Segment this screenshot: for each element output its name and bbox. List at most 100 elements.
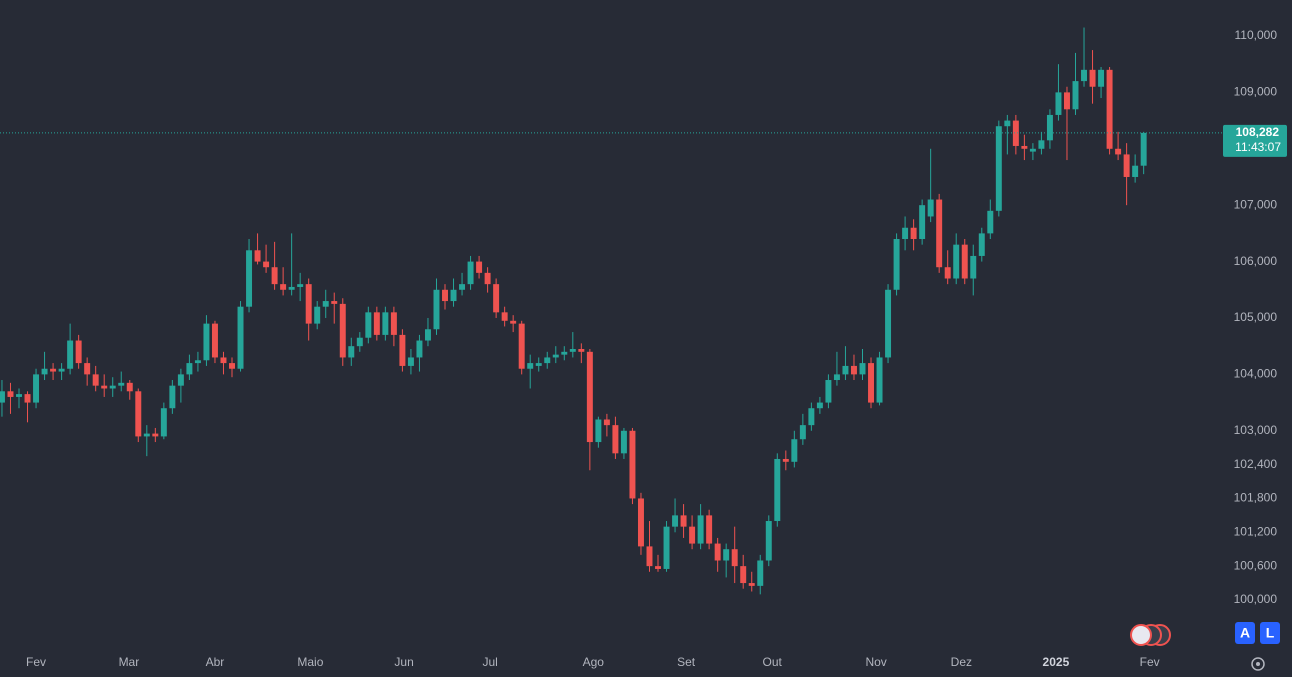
y-tick-label: 102,400 <box>1234 457 1278 471</box>
candle-body <box>433 289 440 330</box>
scale-button[interactable] <box>1260 622 1280 644</box>
candle-body <box>1063 92 1070 110</box>
candle-body <box>629 430 636 499</box>
y-tick-label: 100,600 <box>1234 558 1278 572</box>
x-tick-label: Jun <box>394 655 413 669</box>
candle-body <box>348 346 355 358</box>
candle-body <box>748 583 755 586</box>
candle-body <box>902 227 909 240</box>
candle-body <box>620 430 627 454</box>
candle-body <box>416 340 423 358</box>
scale-button-label[interactable]: L <box>1266 625 1275 641</box>
candle-body <box>510 320 517 324</box>
gear-icon[interactable] <box>1251 657 1265 671</box>
candle-body <box>356 337 363 347</box>
candle-body <box>390 312 397 335</box>
candle-body <box>33 374 40 403</box>
candle-body <box>782 458 789 462</box>
candle-body <box>1098 69 1105 87</box>
candle-body <box>655 566 661 569</box>
candle-body <box>672 515 679 527</box>
candle-body <box>885 289 892 358</box>
settings-icon[interactable] <box>1251 657 1265 671</box>
candle-body <box>254 250 261 262</box>
candle-body <box>1072 81 1079 110</box>
candle-body <box>987 210 994 234</box>
y-tick-label: 106,000 <box>1234 254 1278 268</box>
candle-body <box>177 374 184 386</box>
candle-body <box>876 357 883 403</box>
x-tick-label: Nov <box>865 655 886 669</box>
x-tick-label: Out <box>763 655 783 669</box>
candle-body <box>1089 69 1096 87</box>
candle-body <box>535 363 542 366</box>
flags[interactable] <box>1130 624 1171 646</box>
candle-body <box>152 433 159 437</box>
gear-center[interactable] <box>1256 662 1260 666</box>
x-tick-label: 2025 <box>1043 655 1070 669</box>
candle-body <box>714 543 721 561</box>
candle-body <box>382 312 389 335</box>
candle-body <box>961 244 968 279</box>
candle-body <box>1106 69 1113 149</box>
candle-body <box>263 261 270 268</box>
candle-body <box>50 368 57 372</box>
candle-body <box>544 357 551 364</box>
x-tick-label: Maio <box>297 655 323 669</box>
scale-button-label[interactable]: A <box>1240 625 1250 641</box>
candle-body <box>280 284 287 290</box>
candle-body <box>518 323 525 369</box>
y-tick-label: 110,000 <box>1235 28 1278 42</box>
y-tick-label: 101,200 <box>1234 524 1278 538</box>
x-tick-label: Fev <box>26 655 46 669</box>
candle-body <box>663 526 670 569</box>
candle-body <box>927 199 934 217</box>
flag-icon[interactable] <box>1130 624 1152 646</box>
candle-body <box>578 348 585 352</box>
scale-button[interactable] <box>1235 622 1255 644</box>
candle-body <box>936 199 943 268</box>
candle-body <box>680 515 687 527</box>
candle-body <box>1081 69 1088 82</box>
candle-body <box>1115 148 1122 155</box>
candle-body <box>92 374 99 386</box>
candle-body <box>816 402 823 409</box>
candle-body <box>808 408 815 426</box>
candle-body <box>467 261 474 285</box>
candle-body <box>67 340 74 369</box>
candle-body <box>0 391 5 403</box>
candle-body <box>1123 154 1130 177</box>
candle-body <box>646 546 653 567</box>
candle-body <box>799 425 806 440</box>
candle-body <box>314 306 321 324</box>
candle-body <box>493 284 500 313</box>
y-tick-label: 100,000 <box>1234 592 1278 606</box>
candle-body <box>953 244 960 279</box>
candle-body <box>194 360 201 364</box>
candle-body <box>7 391 14 397</box>
candle-body <box>186 363 193 375</box>
candle-body <box>229 363 235 369</box>
candle-body <box>24 394 31 403</box>
candle-body <box>373 312 380 335</box>
candle-body <box>995 126 1002 211</box>
candle-body <box>297 284 304 287</box>
candle-body <box>1021 145 1028 149</box>
candle-body <box>84 363 91 375</box>
x-tick-label: Abr <box>206 655 225 669</box>
candle-body <box>740 566 747 584</box>
candle-body <box>765 521 772 561</box>
candle-body <box>1132 165 1139 177</box>
candle-body <box>322 301 329 307</box>
candle-body <box>697 515 704 544</box>
candle-body <box>561 351 568 355</box>
candle-body <box>220 357 227 364</box>
candle-body <box>288 286 295 290</box>
candle-body <box>271 267 278 285</box>
y-tick-label: 107,000 <box>1234 197 1278 211</box>
candle-body <box>305 284 312 324</box>
candle-body <box>101 385 108 389</box>
candle-body <box>211 323 218 358</box>
candle-body <box>126 382 133 392</box>
